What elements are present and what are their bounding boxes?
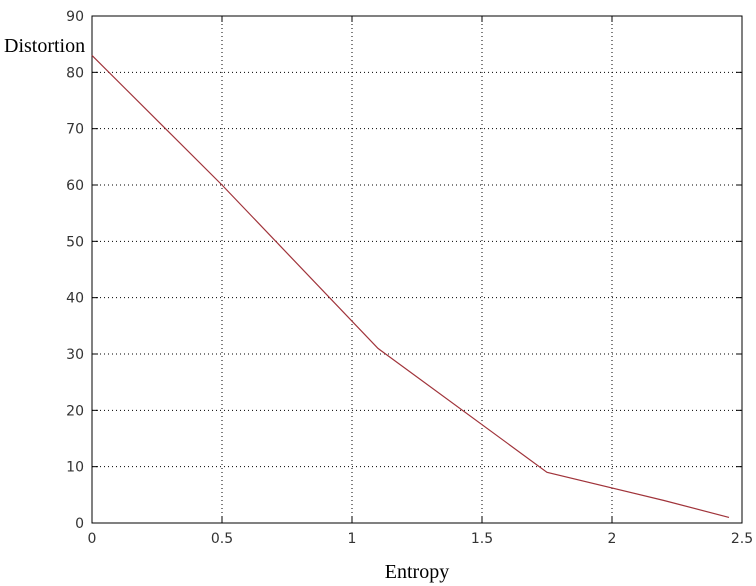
axes: [91, 15, 743, 524]
x-tick-label: 1: [348, 531, 357, 547]
x-tick-label: 1.5: [471, 531, 493, 547]
x-tick-label: 2: [608, 531, 617, 547]
ticks: 0 0.5 1 1.5 2 2.5 0 10 20 30 40 50 60 70 80 90: [66, 9, 753, 547]
y-tick-label: 0: [75, 516, 84, 532]
y-tick-label: 90: [66, 9, 84, 25]
x-axis-label: Entropy: [385, 561, 449, 583]
series-line: [91, 54, 730, 518]
y-tick-label: 10: [66, 460, 84, 476]
y-tick-label: 70: [66, 122, 84, 138]
y-tick-label: 30: [66, 347, 84, 363]
y-tick-label: 20: [66, 403, 84, 419]
y-tick-label: 80: [66, 65, 84, 81]
x-tick-label: 2.5: [731, 531, 753, 547]
y-tick-label: 40: [66, 291, 84, 307]
x-tick-label: 0: [88, 531, 97, 547]
y-tick-label: 60: [66, 178, 84, 194]
grid-lines: [92, 16, 742, 523]
y-tick-label: 50: [66, 234, 84, 250]
y-axis-label: Distortion: [4, 35, 85, 57]
series-lines: [91, 54, 730, 518]
plot-frame: [91, 15, 743, 524]
x-tick-label: 0.5: [211, 531, 233, 547]
